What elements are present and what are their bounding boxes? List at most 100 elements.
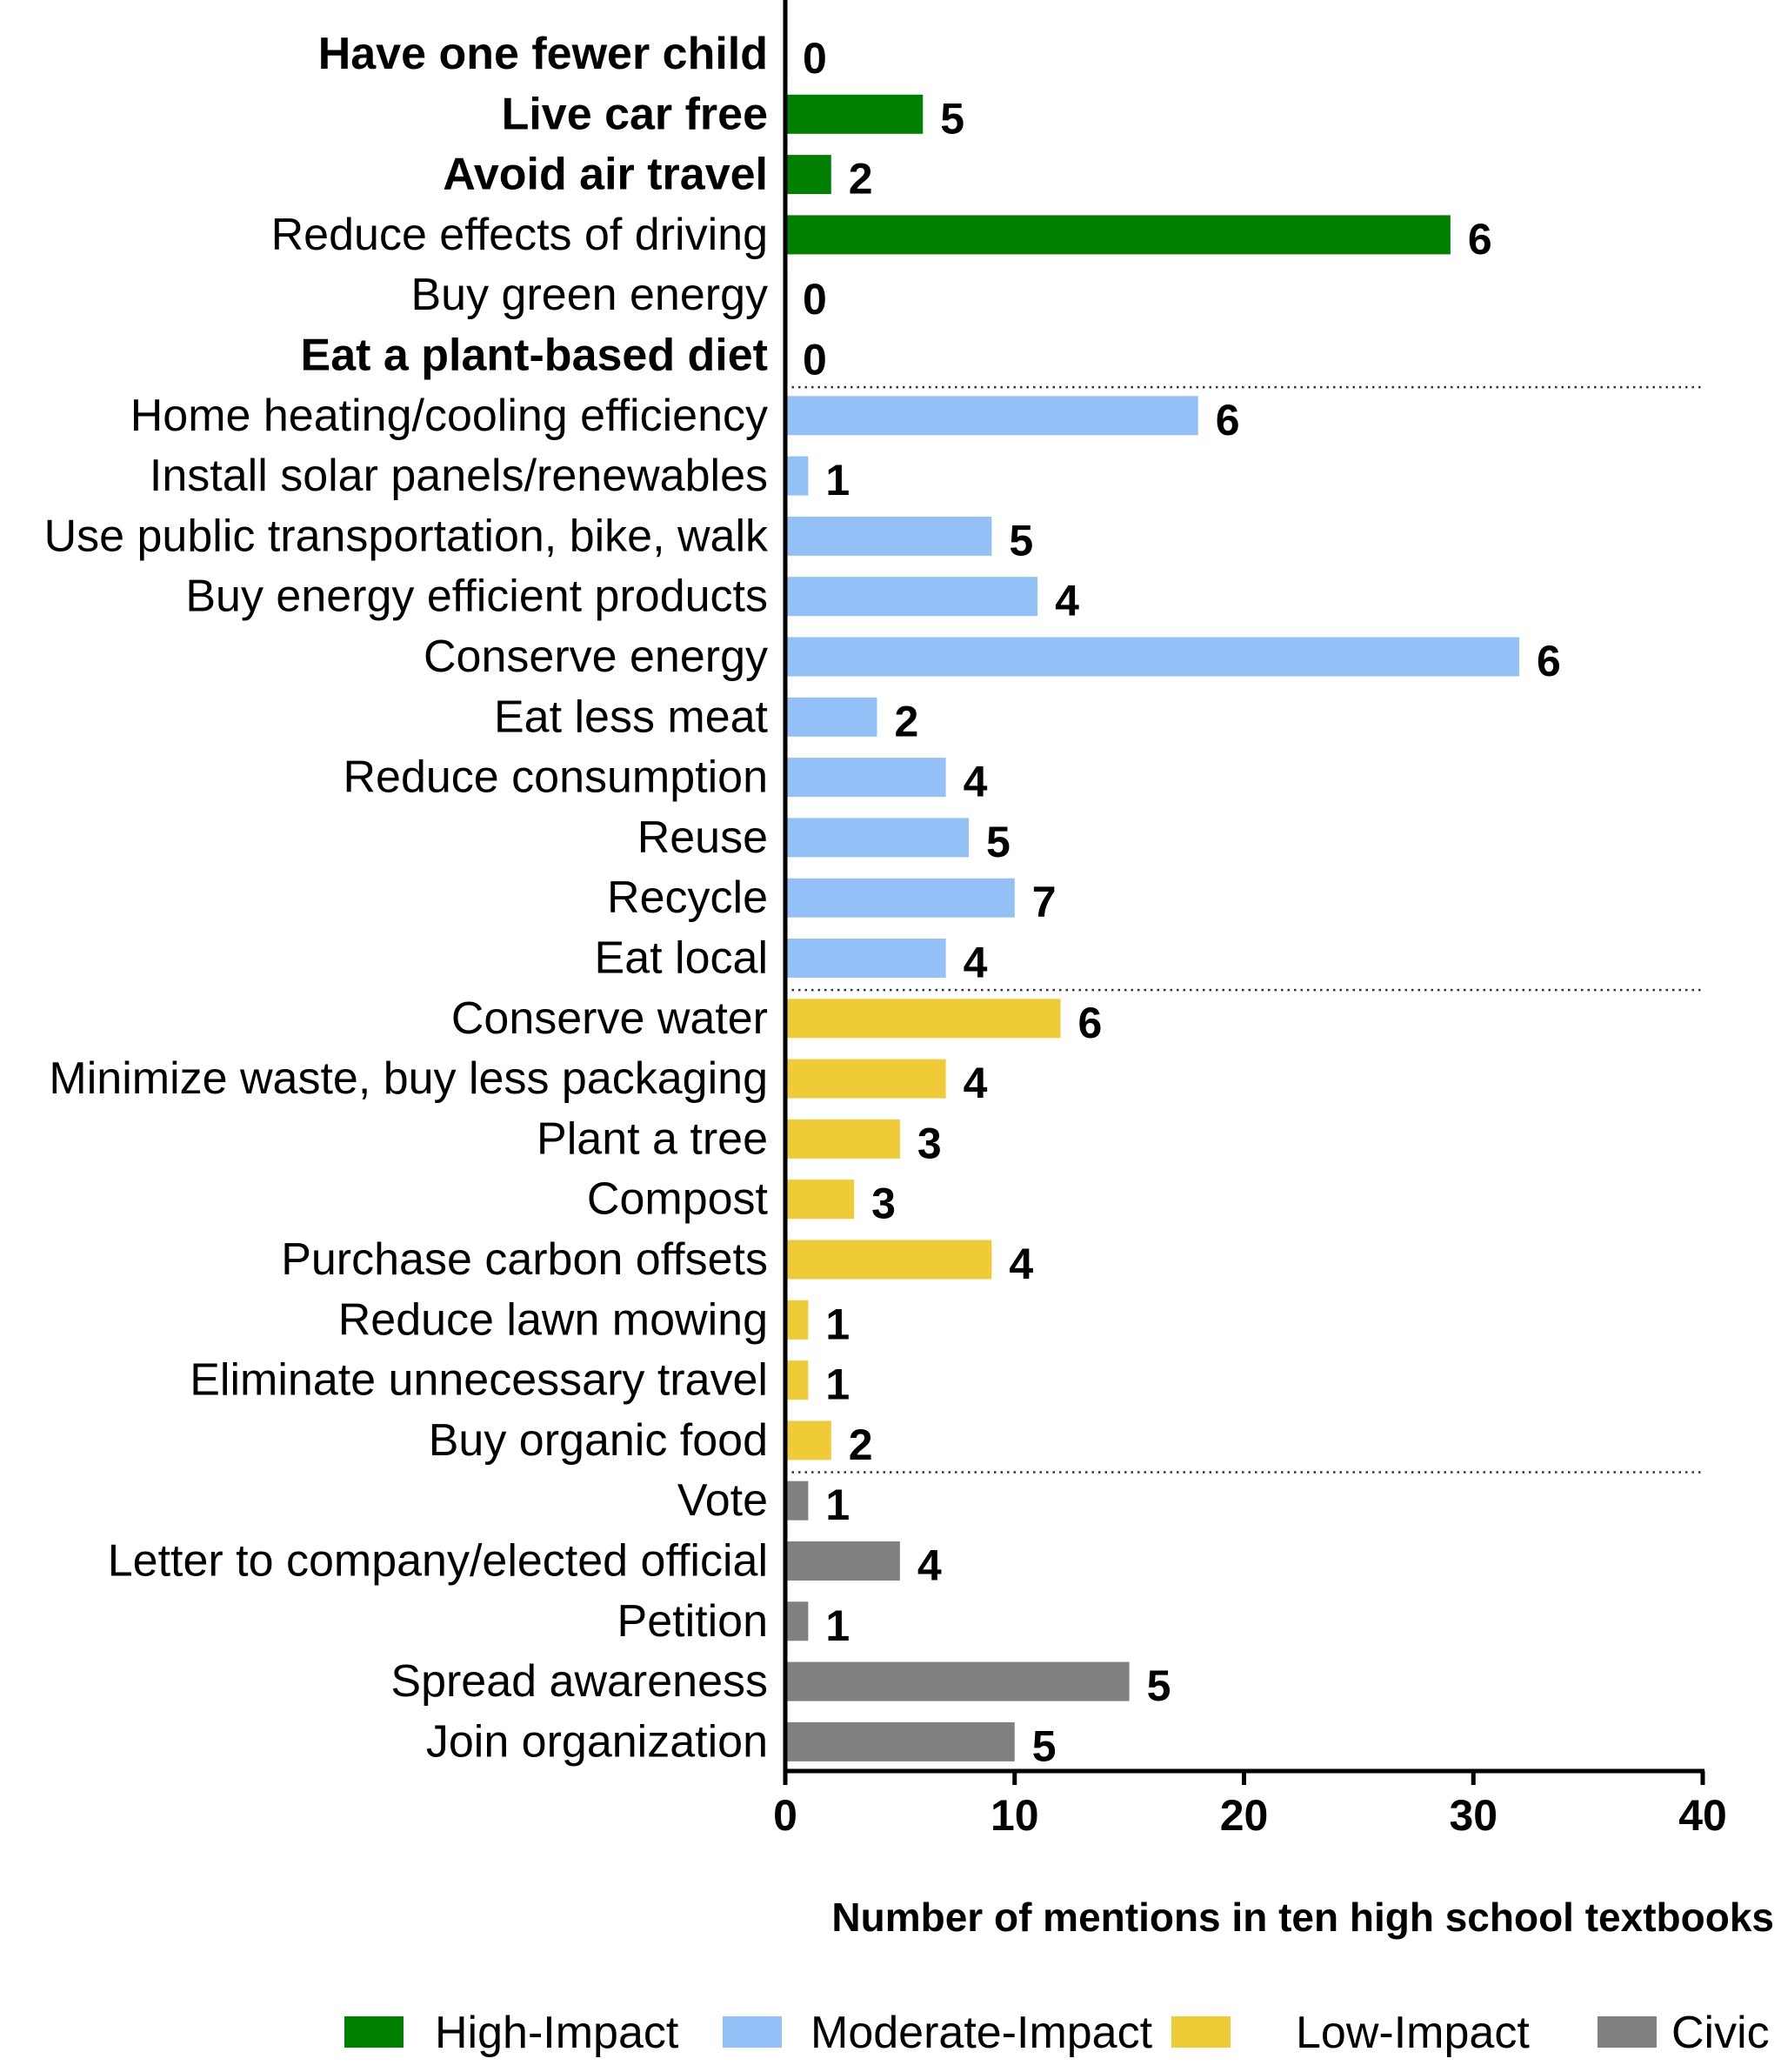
bar-1 xyxy=(785,94,924,134)
value-label-15: 4 xyxy=(964,939,988,987)
category-label-22: Eliminate unnecessary travel xyxy=(190,1355,768,1406)
bar-17 xyxy=(785,1059,946,1099)
group-separators xyxy=(785,385,1703,1474)
bar-14 xyxy=(785,878,1015,918)
legend-label-2: Low-Impact xyxy=(1296,2008,1530,2058)
category-label-26: Petition xyxy=(617,1596,768,1647)
value-label-0: 0 xyxy=(803,34,827,83)
category-label-3: Reduce effects of driving xyxy=(271,210,768,260)
category-label-28: Join organization xyxy=(426,1716,768,1767)
value-label-18: 3 xyxy=(917,1119,942,1167)
value-label-20: 4 xyxy=(1009,1240,1033,1288)
value-label-10: 6 xyxy=(1537,637,1561,685)
category-label-6: Home heating/cooling efficiency xyxy=(130,391,768,441)
category-label-23: Buy organic food xyxy=(429,1415,768,1466)
bar-8 xyxy=(785,516,992,556)
x-tick-label-0: 0 xyxy=(773,1791,797,1840)
value-label-16: 6 xyxy=(1078,999,1103,1047)
bar-25 xyxy=(785,1541,900,1581)
bar-18 xyxy=(785,1119,900,1159)
value-label-5: 0 xyxy=(803,336,827,384)
category-label-17: Minimize waste, buy less packaging xyxy=(49,1053,768,1104)
legend-label-3: Civic xyxy=(1671,2008,1770,2058)
category-label-13: Reuse xyxy=(637,812,768,863)
legend-label-1: Moderate-Impact xyxy=(810,2008,1153,2058)
value-label-8: 5 xyxy=(1009,516,1033,565)
category-label-5: Eat a plant-based diet xyxy=(301,331,768,381)
bars xyxy=(785,94,1519,1761)
value-label-4: 0 xyxy=(803,275,827,324)
bar-21 xyxy=(785,1300,809,1340)
value-label-13: 5 xyxy=(986,818,1011,866)
bar-22 xyxy=(785,1360,809,1400)
x-tick-label-1: 10 xyxy=(991,1791,1039,1840)
legend-swatch-0 xyxy=(344,2016,404,2048)
x-tick-label-4: 40 xyxy=(1678,1791,1727,1840)
bar-11 xyxy=(785,697,877,737)
category-label-12: Reduce consumption xyxy=(343,752,768,803)
bar-12 xyxy=(785,758,946,798)
value-label-11: 2 xyxy=(895,697,919,745)
x-tick-label-3: 30 xyxy=(1449,1791,1498,1840)
value-label-6: 6 xyxy=(1216,396,1240,444)
value-label-21: 1 xyxy=(825,1300,850,1348)
value-label-9: 4 xyxy=(1055,577,1079,625)
category-label-24: Vote xyxy=(677,1475,768,1526)
bar-10 xyxy=(785,637,1519,677)
category-label-25: Letter to company/elected official xyxy=(108,1536,768,1587)
value-label-24: 1 xyxy=(825,1480,850,1529)
bar-15 xyxy=(785,939,946,978)
category-label-7: Install solar panels/renewables xyxy=(150,451,768,501)
value-label-17: 4 xyxy=(964,1059,988,1107)
category-label-18: Plant a tree xyxy=(537,1113,768,1164)
category-label-21: Reduce lawn mowing xyxy=(338,1294,768,1345)
bar-20 xyxy=(785,1240,992,1280)
category-label-2: Avoid air travel xyxy=(443,150,768,200)
bar-26 xyxy=(785,1601,809,1641)
legend-swatch-2 xyxy=(1171,2016,1231,2048)
value-label-1: 5 xyxy=(940,94,964,143)
category-label-20: Purchase carbon offsets xyxy=(281,1234,768,1285)
x-axis-title: Number of mentions in ten high school te… xyxy=(831,1895,1774,1940)
bar-3 xyxy=(785,215,1451,255)
value-label-12: 4 xyxy=(964,758,988,806)
value-label-3: 6 xyxy=(1468,215,1492,264)
legend-label-0: High-Impact xyxy=(435,2008,679,2058)
category-label-4: Buy green energy xyxy=(411,270,769,320)
bar-7 xyxy=(785,456,809,496)
bar-19 xyxy=(785,1180,855,1220)
axes: 0 10 20 30 40 xyxy=(773,0,1727,1840)
value-label-27: 5 xyxy=(1147,1661,1171,1710)
value-label-7: 1 xyxy=(825,456,850,505)
value-label-14: 7 xyxy=(1032,878,1057,926)
bar-9 xyxy=(785,577,1038,617)
legend-swatch-3 xyxy=(1598,2016,1657,2048)
category-label-1: Live car free xyxy=(502,89,768,139)
bar-27 xyxy=(785,1661,1130,1701)
category-label-15: Eat local xyxy=(595,933,768,984)
category-label-0: Have one fewer child xyxy=(318,29,768,79)
category-labels: Have one fewer child Live car free Avoid a… xyxy=(44,29,769,1767)
category-label-8: Use public transportation, bike, walk xyxy=(44,511,769,561)
bar-23 xyxy=(785,1420,831,1460)
category-label-19: Compost xyxy=(587,1174,769,1225)
value-label-26: 1 xyxy=(825,1601,850,1650)
value-label-23: 2 xyxy=(849,1420,873,1469)
category-label-14: Recycle xyxy=(607,872,768,923)
category-label-11: Eat less meat xyxy=(494,692,769,742)
value-label-2: 2 xyxy=(849,155,873,204)
value-label-25: 4 xyxy=(917,1541,942,1590)
bar-13 xyxy=(785,818,969,858)
category-label-10: Conserve energy xyxy=(424,632,768,682)
x-tick-label-2: 20 xyxy=(1220,1791,1269,1840)
legend-swatch-1 xyxy=(723,2016,782,2048)
category-label-27: Spread awareness xyxy=(390,1656,768,1707)
bar-24 xyxy=(785,1480,809,1521)
value-label-28: 5 xyxy=(1032,1721,1057,1770)
value-label-19: 3 xyxy=(871,1180,896,1228)
category-label-16: Conserve water xyxy=(451,993,768,1044)
bar-2 xyxy=(785,155,831,195)
bar-6 xyxy=(785,396,1198,436)
